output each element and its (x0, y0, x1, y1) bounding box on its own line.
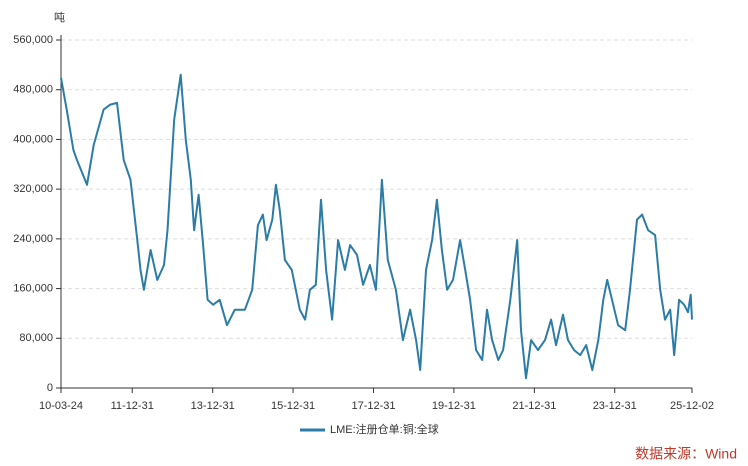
x-tick-label: 13-12-31 (191, 400, 235, 412)
x-tick-label: 25-12-02 (670, 400, 714, 412)
x-tick-label: 17-12-31 (352, 400, 396, 412)
y-tick-label: 400,000 (13, 133, 53, 145)
y-tick-label: 320,000 (13, 183, 53, 195)
x-tick-label: 19-12-31 (432, 400, 476, 412)
source: 数据来源：Wind (635, 446, 737, 462)
y-unit: 吨 (54, 11, 65, 24)
y-tick-label: 560,000 (13, 34, 53, 46)
y-tick-label: 160,000 (13, 282, 53, 294)
y-tick-label: 240,000 (13, 233, 53, 245)
x-tick-label: 23-12-31 (593, 400, 637, 412)
x-tick-label: 21-12-31 (512, 400, 556, 412)
y-tick-label: 80,000 (19, 332, 53, 344)
series-line (60, 73, 693, 380)
x-tick-label: 11-12-31 (111, 400, 154, 412)
y-tick-label: 0 (47, 382, 53, 394)
y-tick-label: 480,000 (13, 84, 53, 96)
legend-label: LME:注册仓单:铜:全球 (330, 422, 439, 436)
x-tick-label: 15-12-31 (271, 400, 315, 412)
x-tick-label: 10-03-24 (39, 400, 83, 412)
